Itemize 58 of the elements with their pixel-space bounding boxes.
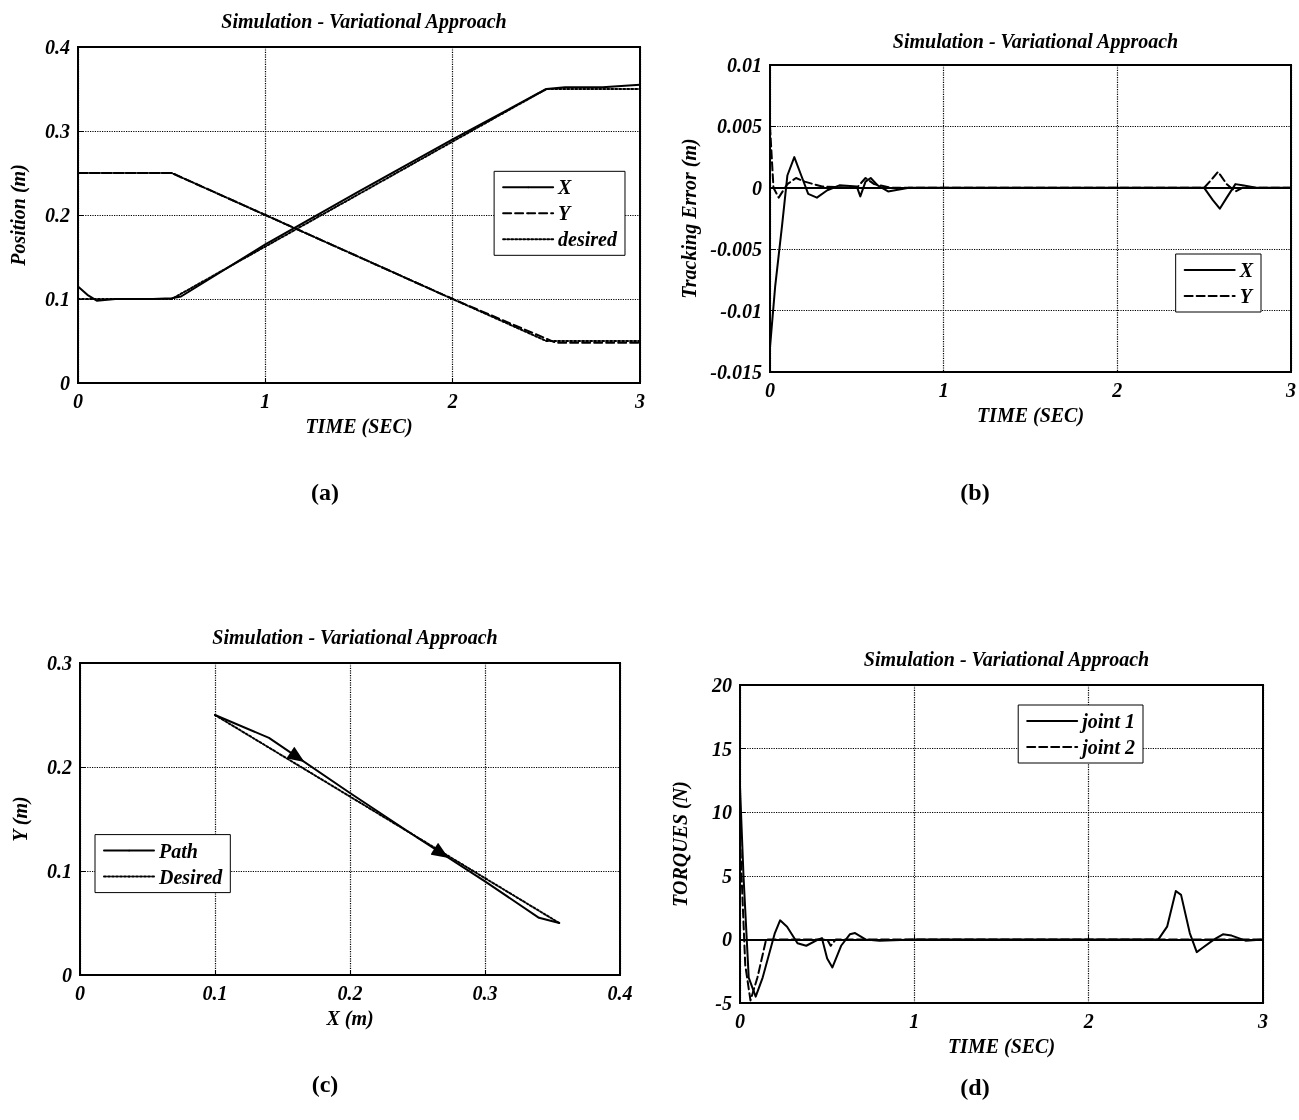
x-tick-label: 3 (634, 390, 645, 412)
chart-title: Simulation - Variational Approach (212, 626, 498, 649)
legend-label: X (557, 176, 573, 199)
x-axis-title: X (m) (325, 1006, 374, 1030)
chart-title: Simulation - Variational Approach (863, 648, 1150, 671)
y-tick-label: 0.4 (45, 36, 70, 58)
legend-label: Y (558, 202, 573, 225)
x-tick-label: 1 (938, 379, 949, 401)
x-tick-label: 1 (909, 1010, 920, 1032)
legend-label: desired (558, 228, 618, 251)
text: (c) (311, 1071, 339, 1097)
y-tick-label: 0.3 (47, 652, 72, 674)
y-axis-title: TORQUES (N) (669, 781, 692, 907)
x-tick-label: 2 (446, 390, 458, 412)
x-tick-label: 3 (1257, 1010, 1268, 1032)
x-tick-label: 2 (1082, 1010, 1094, 1032)
y-axis-title: Y (m) (9, 796, 32, 842)
y-tick-label: 20 (711, 674, 732, 696)
y-tick-label: 0 (62, 964, 72, 986)
y-tick-label: 0.1 (45, 288, 70, 310)
y-tick-label: 0 (752, 176, 762, 199)
x-axis-title: TIME (SEC) (947, 1034, 1056, 1058)
y-tick-label: -0.005 (710, 238, 762, 261)
chart-title: Simulation - Variational Approach (892, 30, 1179, 53)
x-axis-title: TIME (SEC) (305, 414, 413, 438)
y-tick-label: 0.2 (45, 204, 70, 226)
x-tick-label: 1 (260, 390, 271, 412)
y-tick-label: -0.015 (710, 361, 762, 383)
x-axis-title: TIME (SEC) (976, 403, 1085, 427)
chart-title: Simulation - Variational Approach (221, 10, 507, 33)
x-tick-label: 3 (1285, 379, 1296, 401)
legend-label: Desired (158, 865, 224, 888)
y-tick-label: -0.01 (720, 299, 762, 322)
legend-label: X (1238, 259, 1254, 281)
y-tick-label: -5 (715, 992, 732, 1014)
y-axis-title: Position (m) (7, 164, 30, 267)
x-tick-label: 0.2 (337, 982, 363, 1004)
y-tick-label: 0.2 (47, 756, 72, 778)
x-tick-label: 0.1 (202, 982, 228, 1004)
legend-label: joint 1 (1079, 710, 1135, 733)
y-tick-label: 0.01 (727, 54, 762, 76)
y-tick-label: 0.3 (45, 120, 70, 142)
text: (d) (960, 1074, 990, 1100)
y-tick-label: 15 (712, 737, 732, 760)
x-tick-label: 0.4 (607, 982, 633, 1004)
x-tick-label: 2 (1111, 379, 1123, 401)
y-axis-title: Tracking Error (m) (678, 138, 702, 299)
legend-label: Path (158, 839, 198, 862)
text: (a) (311, 479, 339, 505)
y-tick-label: 0.005 (717, 115, 762, 138)
x-tick-label: 0.3 (472, 982, 498, 1004)
y-tick-label: 10 (712, 801, 732, 824)
legend-label: Y (1239, 285, 1254, 307)
y-tick-label: 0.1 (47, 860, 72, 882)
legend-label: joint 2 (1079, 736, 1135, 759)
y-tick-label: 0 (722, 928, 732, 951)
y-tick-label: 5 (722, 864, 732, 887)
text: (b) (960, 479, 990, 505)
